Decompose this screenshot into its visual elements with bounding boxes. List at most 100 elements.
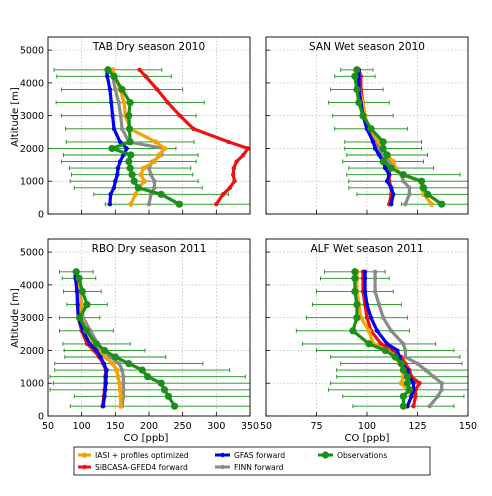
point-gfas (101, 361, 107, 366)
tick-label-x: 75 (310, 421, 322, 432)
legend-item-iasi: IASI + profiles optimized (78, 451, 189, 460)
point-obs (126, 98, 134, 107)
point-sib (378, 341, 384, 347)
series-line-gfas (73, 271, 109, 407)
x-axis-label-left: CO [ppb] (124, 433, 169, 444)
point-iasi (118, 393, 124, 399)
point-sib (364, 315, 370, 320)
point-iasi (153, 139, 159, 145)
point-finn (116, 100, 121, 105)
point-obs (353, 314, 361, 322)
point-obs (110, 72, 118, 80)
point-finn (423, 367, 428, 373)
tick-label-x: 100 (358, 421, 376, 432)
point-finn (121, 374, 126, 379)
point-iasi (151, 158, 157, 165)
tick-label-x: 100 (73, 421, 91, 432)
point-obs (104, 66, 112, 74)
series-group (328, 66, 468, 208)
point-obs (351, 274, 359, 282)
legend-marker-iasi (81, 452, 88, 458)
point-gfas (94, 348, 99, 353)
point-gfas (391, 192, 396, 197)
point-gfas (115, 172, 120, 177)
y-axis-label-top: Altitude [m] (10, 87, 21, 147)
point-gfas (389, 201, 394, 207)
point-gfas (389, 185, 394, 190)
point-obs (125, 112, 133, 120)
point-iasi (390, 158, 396, 165)
point-finn (372, 289, 378, 294)
point-finn (407, 192, 412, 197)
point-obs (126, 164, 134, 172)
point-obs (82, 327, 90, 335)
point-obs (438, 200, 446, 208)
point-obs (351, 72, 359, 80)
tick-label-y: 1000 (20, 379, 44, 390)
point-obs (157, 190, 165, 198)
series-line-sib (138, 68, 250, 206)
legend-marker-sib (82, 464, 87, 470)
point-gfas (117, 159, 123, 164)
tick-label-y: 4000 (20, 78, 44, 89)
tick-label-x: 300 (207, 421, 225, 432)
point-obs (399, 366, 407, 374)
point-iasi (114, 367, 120, 373)
point-obs (365, 340, 373, 348)
series-group (49, 268, 250, 410)
point-gfas (117, 139, 123, 145)
point-finn (407, 185, 412, 190)
point-obs (157, 379, 165, 387)
point-obs (164, 392, 173, 400)
point-obs (78, 287, 86, 296)
panel-4: 50 75 100 125 150 ALF Wet season 2011 (260, 238, 477, 432)
legend-marker-finn (220, 464, 225, 470)
panel-frame (265, 238, 469, 417)
legend-label-iasi: IASI + profiles optimized (95, 451, 189, 460)
point-obs (379, 157, 387, 166)
point-obs (359, 112, 367, 120)
point-gfas (382, 165, 388, 171)
point-gfas (387, 172, 392, 177)
point-gfas (111, 126, 117, 131)
tick-label-x: 150 (459, 421, 477, 432)
point-obs (127, 151, 135, 159)
point-gfas (385, 341, 390, 347)
legend-label-sib: SiBCASA-GFED4 forward (95, 463, 188, 472)
point-gfas (87, 341, 92, 347)
point-obs (379, 144, 387, 153)
point-finn (152, 185, 157, 190)
point-sib (411, 403, 416, 409)
point-sib (154, 87, 160, 92)
series-line-obs (106, 68, 181, 206)
panel-title: ALF Wet season 2011 (310, 243, 423, 255)
point-obs (108, 144, 116, 153)
panel-3: 50 100 150 200 250 300 350 0 1000 2000 3000 4000 500… (20, 238, 259, 432)
point-obs (351, 268, 359, 276)
point-obs (144, 373, 152, 381)
point-iasi (121, 99, 127, 106)
tick-label-y: 1000 (20, 177, 44, 188)
panel-title: SAN Wet season 2010 (309, 41, 425, 53)
panel-1: 0 1000 2000 3000 4000 5000 TAB Dry season 2010 (20, 36, 251, 221)
point-sib (413, 394, 418, 399)
panel-2: SAN Wet season 2010 (265, 36, 469, 215)
point-obs (383, 151, 391, 159)
point-finn (372, 276, 378, 281)
point-sib (220, 192, 226, 197)
point-gfas (113, 179, 118, 184)
point-iasi (116, 380, 122, 386)
point-obs (351, 287, 359, 296)
point-obs (353, 85, 361, 94)
point-obs (100, 346, 109, 355)
point-sib (227, 185, 232, 190)
point-obs (399, 171, 407, 179)
point-sib (417, 381, 422, 386)
panel-frame (47, 238, 251, 417)
tick-label-y: 3000 (20, 313, 44, 324)
tick-label-y: 5000 (20, 248, 44, 259)
point-gfas (75, 302, 80, 307)
legend-label-finn: FINN forward (234, 463, 284, 472)
point-gfas (362, 276, 368, 281)
point-sib (241, 152, 246, 158)
